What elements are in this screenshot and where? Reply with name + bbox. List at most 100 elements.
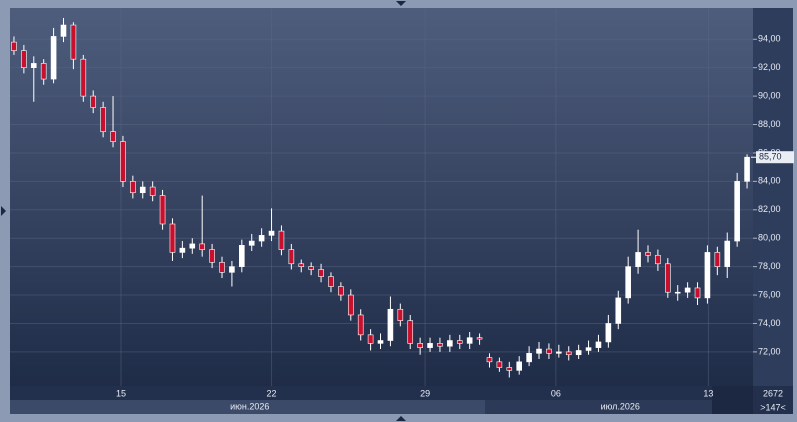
candle-body bbox=[496, 361, 503, 368]
last-price-label: 85,70 bbox=[759, 152, 782, 162]
candle-body bbox=[427, 343, 433, 348]
y-tick-label: 78,00 bbox=[758, 261, 781, 271]
candle-body bbox=[546, 348, 552, 354]
x-tick-label: 13 bbox=[703, 388, 713, 398]
candle-body bbox=[130, 181, 136, 194]
y-tick-label: 88,00 bbox=[758, 119, 781, 129]
candle-body bbox=[120, 141, 126, 182]
candle-body bbox=[377, 340, 384, 344]
y-tick-label: 90,00 bbox=[758, 90, 781, 100]
candle-body bbox=[447, 340, 453, 347]
y-tick-label: 76,00 bbox=[758, 289, 781, 299]
candle-body bbox=[605, 323, 612, 343]
candle-body bbox=[585, 347, 592, 351]
candle-body bbox=[268, 230, 275, 236]
candle-body bbox=[219, 262, 225, 273]
candle-body bbox=[456, 340, 463, 344]
candle-body bbox=[536, 348, 542, 354]
candle-body bbox=[50, 36, 57, 80]
candle-body bbox=[655, 254, 661, 265]
candle-body bbox=[139, 186, 146, 194]
candle-body bbox=[625, 266, 631, 299]
candle-body bbox=[645, 252, 651, 256]
candle-body bbox=[60, 24, 67, 37]
candle-body bbox=[100, 107, 106, 132]
x-tick-label: 15 bbox=[116, 388, 126, 398]
candle-body bbox=[149, 186, 156, 196]
candle-body bbox=[486, 357, 493, 363]
candle-body bbox=[189, 243, 196, 249]
candle-body bbox=[565, 351, 572, 356]
candle-body bbox=[734, 181, 740, 242]
candle-body bbox=[209, 249, 215, 263]
candle-body bbox=[298, 263, 305, 267]
candle-body bbox=[724, 240, 731, 267]
month-band-2 bbox=[485, 400, 753, 414]
candle-body bbox=[338, 286, 344, 296]
candle-body bbox=[714, 252, 721, 267]
candle-body bbox=[635, 252, 641, 267]
candle-body bbox=[40, 63, 47, 80]
candle-body bbox=[694, 287, 701, 299]
candle-body bbox=[248, 240, 255, 246]
candle-body bbox=[90, 95, 97, 108]
x-tick-label: 22 bbox=[267, 388, 277, 398]
candle-body bbox=[80, 58, 87, 97]
candle-body bbox=[308, 266, 314, 270]
plot-area bbox=[10, 8, 753, 386]
x-tick-label: 06 bbox=[551, 388, 561, 398]
month-label: июл.2026 bbox=[601, 401, 640, 411]
candle-body bbox=[516, 361, 523, 371]
candle-body bbox=[70, 24, 77, 60]
candle-body bbox=[258, 235, 265, 242]
x-tick-label: 29 bbox=[420, 388, 430, 398]
y-tick-label: 80,00 bbox=[758, 233, 781, 243]
candle-body bbox=[704, 252, 711, 299]
candle-body bbox=[506, 367, 513, 371]
candle-body bbox=[229, 266, 235, 273]
candle-body bbox=[318, 269, 324, 277]
candle-body bbox=[179, 247, 186, 253]
candle-body bbox=[30, 63, 37, 68]
candle-body bbox=[615, 297, 622, 324]
candle-body bbox=[476, 337, 483, 340]
x-axis-area bbox=[10, 386, 753, 400]
bottom-arrow[interactable] bbox=[396, 416, 406, 421]
candle-body bbox=[595, 341, 602, 348]
candle-body bbox=[665, 263, 671, 293]
y-tick-label: 84,00 bbox=[758, 176, 781, 186]
candle-body bbox=[526, 353, 532, 363]
candle-body bbox=[556, 351, 562, 354]
candle-body bbox=[288, 249, 295, 265]
candle-body bbox=[744, 156, 750, 182]
candle-body bbox=[575, 350, 582, 356]
corner-bottom: >147< bbox=[760, 402, 786, 412]
candle-body bbox=[239, 245, 245, 267]
candle-body bbox=[684, 287, 691, 293]
y-tick-label: 82,00 bbox=[758, 204, 781, 214]
candle-body bbox=[357, 314, 364, 336]
left-arrow[interactable] bbox=[1, 206, 6, 216]
y-tick-label: 92,00 bbox=[758, 62, 781, 72]
candle-body bbox=[347, 294, 354, 316]
candle-body bbox=[437, 343, 443, 347]
candle-body bbox=[199, 243, 205, 250]
candle-body bbox=[397, 308, 404, 321]
candle-body bbox=[328, 276, 334, 287]
last-price-box bbox=[756, 151, 794, 164]
candle-body bbox=[11, 41, 17, 51]
candle-body bbox=[159, 195, 166, 225]
y-axis-area bbox=[753, 8, 793, 386]
y-tick-label: 72,00 bbox=[758, 346, 781, 356]
candle-body bbox=[466, 337, 473, 344]
candle-body bbox=[407, 320, 414, 344]
top-arrow[interactable] bbox=[396, 1, 406, 6]
month-label: июн.2026 bbox=[230, 401, 269, 411]
corner-box bbox=[753, 386, 793, 414]
candle-body bbox=[387, 308, 394, 341]
candle-body bbox=[417, 343, 423, 348]
candle-body bbox=[278, 230, 285, 250]
candle-body bbox=[169, 223, 176, 253]
corner-top: 2672 bbox=[763, 388, 783, 398]
